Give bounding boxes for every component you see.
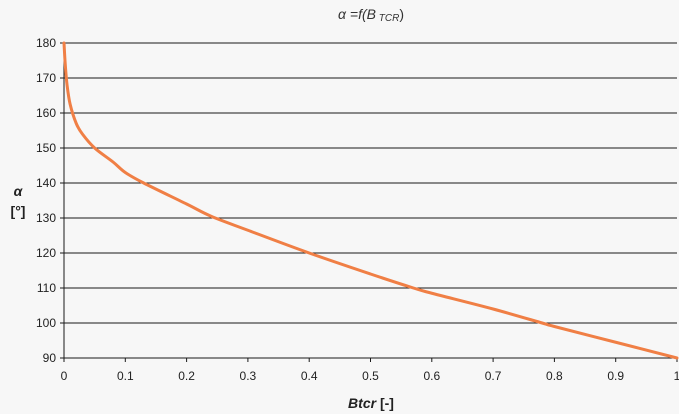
axes [63, 43, 677, 359]
title-close: ) [399, 6, 404, 22]
series-line-0 [62, 41, 679, 360]
x-tick-label: 0.8 [546, 369, 563, 383]
y-tick-label: 150 [36, 141, 56, 155]
x-tick-label: 0.4 [301, 369, 318, 383]
x-tick-label: 0.1 [117, 369, 134, 383]
chart-title: α =f(B TCR) [338, 6, 404, 24]
y-axis-label-line1: α [14, 183, 24, 199]
y-tick-label: 140 [36, 176, 56, 190]
y-tick-label: 120 [36, 246, 56, 260]
x-tick-label: 0.5 [362, 369, 379, 383]
x-axis-label-main: Btcr [348, 395, 378, 411]
y-tick-label: 90 [43, 351, 57, 365]
x-tick-label: 0.2 [178, 369, 195, 383]
x-tick-labels: 0 0.1 0.2 0.3 0.4 0.5 0.6 0.7 0.8 0.9 1 [61, 358, 679, 383]
y-tick-label: 160 [36, 106, 56, 120]
y-tick-label: 100 [36, 316, 56, 330]
x-tick-label: 0.3 [240, 369, 257, 383]
x-tick-label: 0.6 [423, 369, 440, 383]
y-tick-label: 110 [37, 281, 56, 295]
title-main: α =f(B [338, 6, 376, 22]
y-tick-label: 170 [36, 71, 56, 85]
y-tick-label: 130 [36, 211, 56, 225]
series-group [62, 41, 679, 360]
x-tick-label: 0 [61, 369, 68, 383]
x-tick-label: 0.9 [607, 369, 624, 383]
x-axis-label-unit: [-] [376, 395, 394, 411]
x-tick-label: 1 [674, 369, 679, 383]
y-tick-label: 180 [36, 36, 56, 50]
y-axis-label-line2: [°] [11, 203, 26, 219]
x-tick-label: 0.7 [485, 369, 502, 383]
x-axis-label: Btcr [-] [348, 395, 394, 411]
title-subscript: TCR [376, 13, 399, 24]
grid-lines [64, 42, 677, 359]
y-tick-labels: 90 100 110 120 130 140 150 160 170 180 [36, 36, 64, 365]
